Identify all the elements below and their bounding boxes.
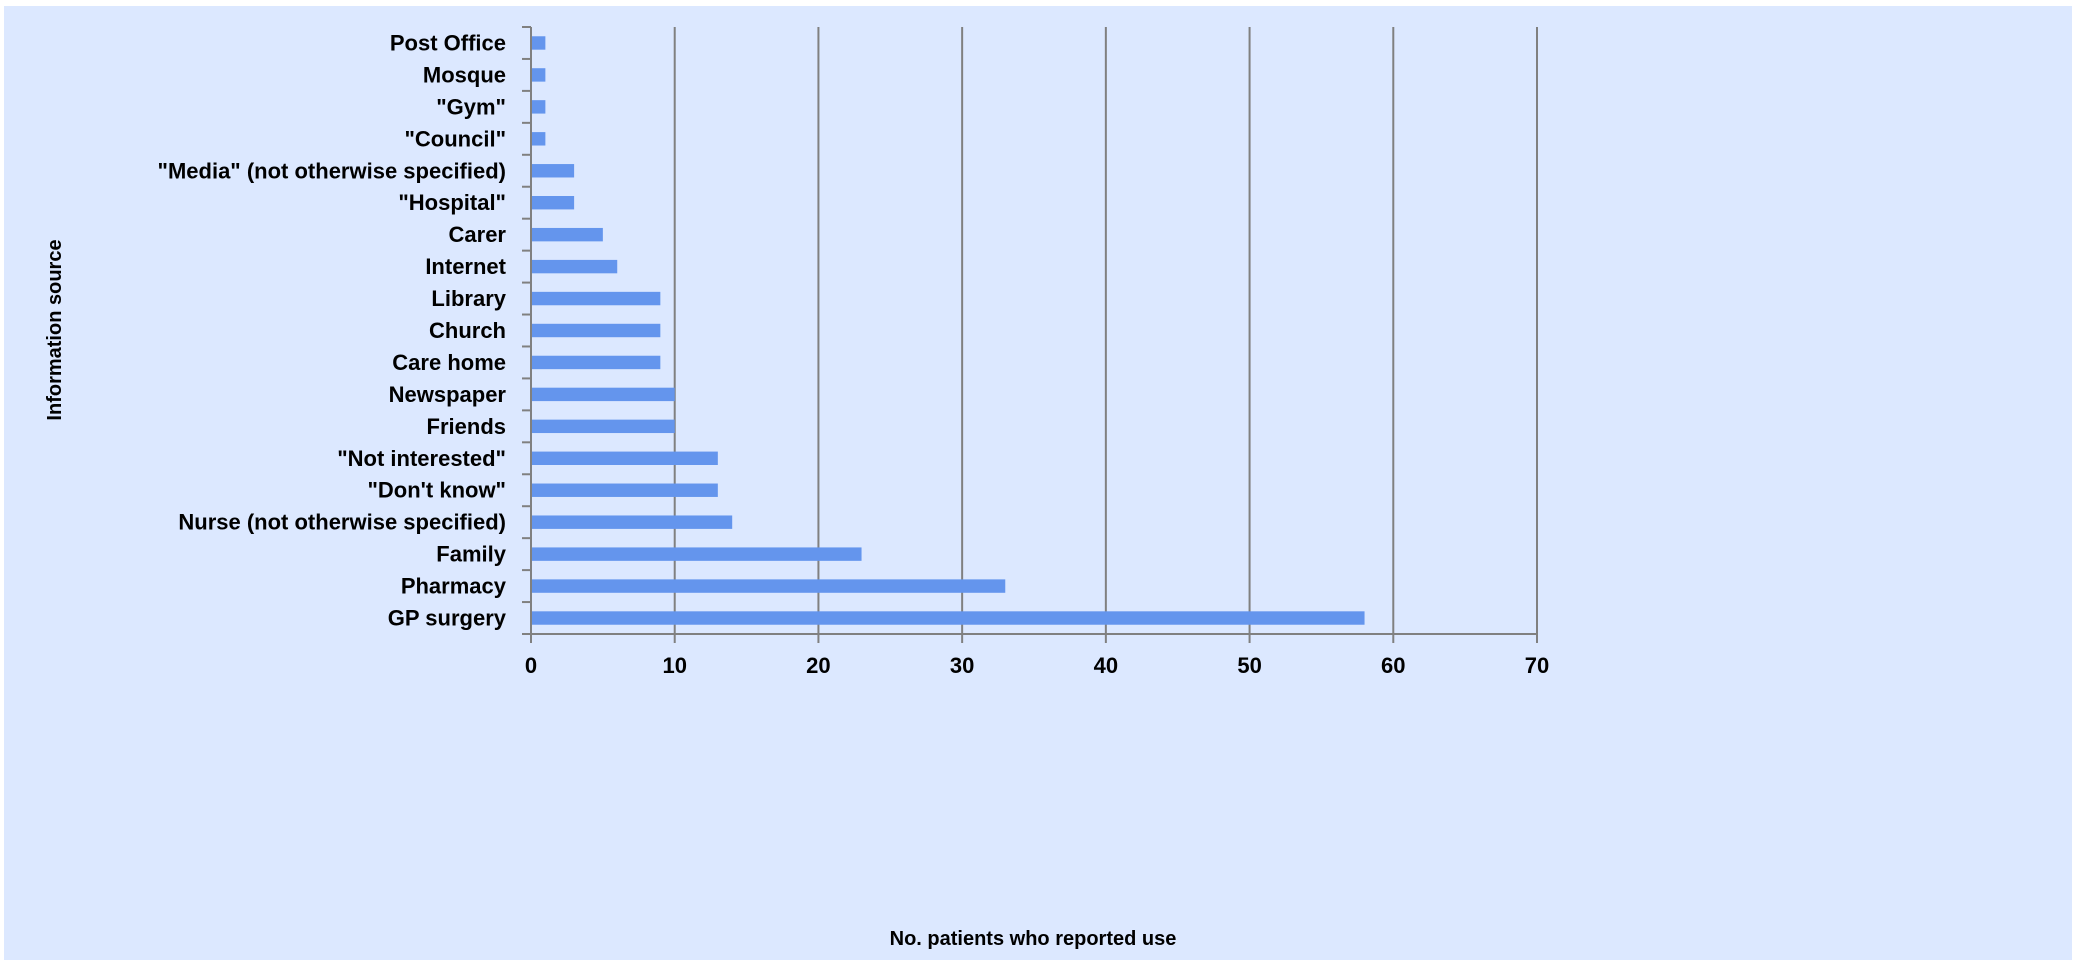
gridlines [673,27,1538,634]
x-tick-label: 40 [1094,653,1118,678]
category-label: "Hospital" [398,190,506,215]
bar [531,36,546,50]
bar [531,483,718,497]
bar [531,164,575,178]
category-label: "Not interested" [337,446,506,471]
category-label: Care home [392,350,506,375]
category-label: Pharmacy [401,574,507,599]
axes [522,26,1538,643]
category-label: "Gym" [436,94,506,119]
bar [531,227,603,242]
bar [531,196,575,210]
bar [531,547,862,561]
category-label: "Council" [404,126,506,151]
category-label: Internet [425,254,506,279]
bar [531,611,1365,625]
x-tick-label: 60 [1381,653,1405,678]
bar [531,100,546,114]
x-axis-title: No. patients who reported use [890,928,1177,950]
x-tick-label: 70 [1525,653,1549,678]
bar [531,419,675,434]
bar [531,259,618,274]
bar [531,515,733,529]
category-label: Newspaper [389,382,507,407]
bars [531,36,1365,625]
x-tick-label: 30 [950,653,974,678]
category-label: Library [431,286,506,311]
category-label: "Don't know" [367,478,506,503]
bar [531,68,546,82]
x-tick-label: 50 [1237,653,1261,678]
y-axis-title: Information source [44,239,66,420]
bar [531,323,661,338]
x-tick-label: 10 [662,653,686,678]
bar [531,579,1006,593]
category-label: "Media" (not otherwise specified) [158,158,506,183]
category-label: Mosque [423,62,506,87]
bar [531,387,675,402]
bar [531,291,661,306]
chart-background [4,6,2072,960]
category-label: Friends [427,414,506,439]
category-label: Family [436,542,506,567]
bar [531,451,718,465]
category-labels: Post Office Mosque "Gym" "Council" "Media" (… [158,30,507,630]
x-tick-label: 0 [525,653,537,678]
category-label: GP surgery [388,606,507,631]
category-label: Nurse (not otherwise specified) [178,510,506,535]
bar [531,355,661,370]
bar [531,132,546,146]
category-label: Church [429,318,506,343]
category-label: Post Office [390,30,506,55]
x-tick-label: 20 [806,653,830,678]
x-tick-labels: 0 10 20 30 40 50 60 70 [525,653,1549,678]
category-label: Carer [449,222,507,247]
